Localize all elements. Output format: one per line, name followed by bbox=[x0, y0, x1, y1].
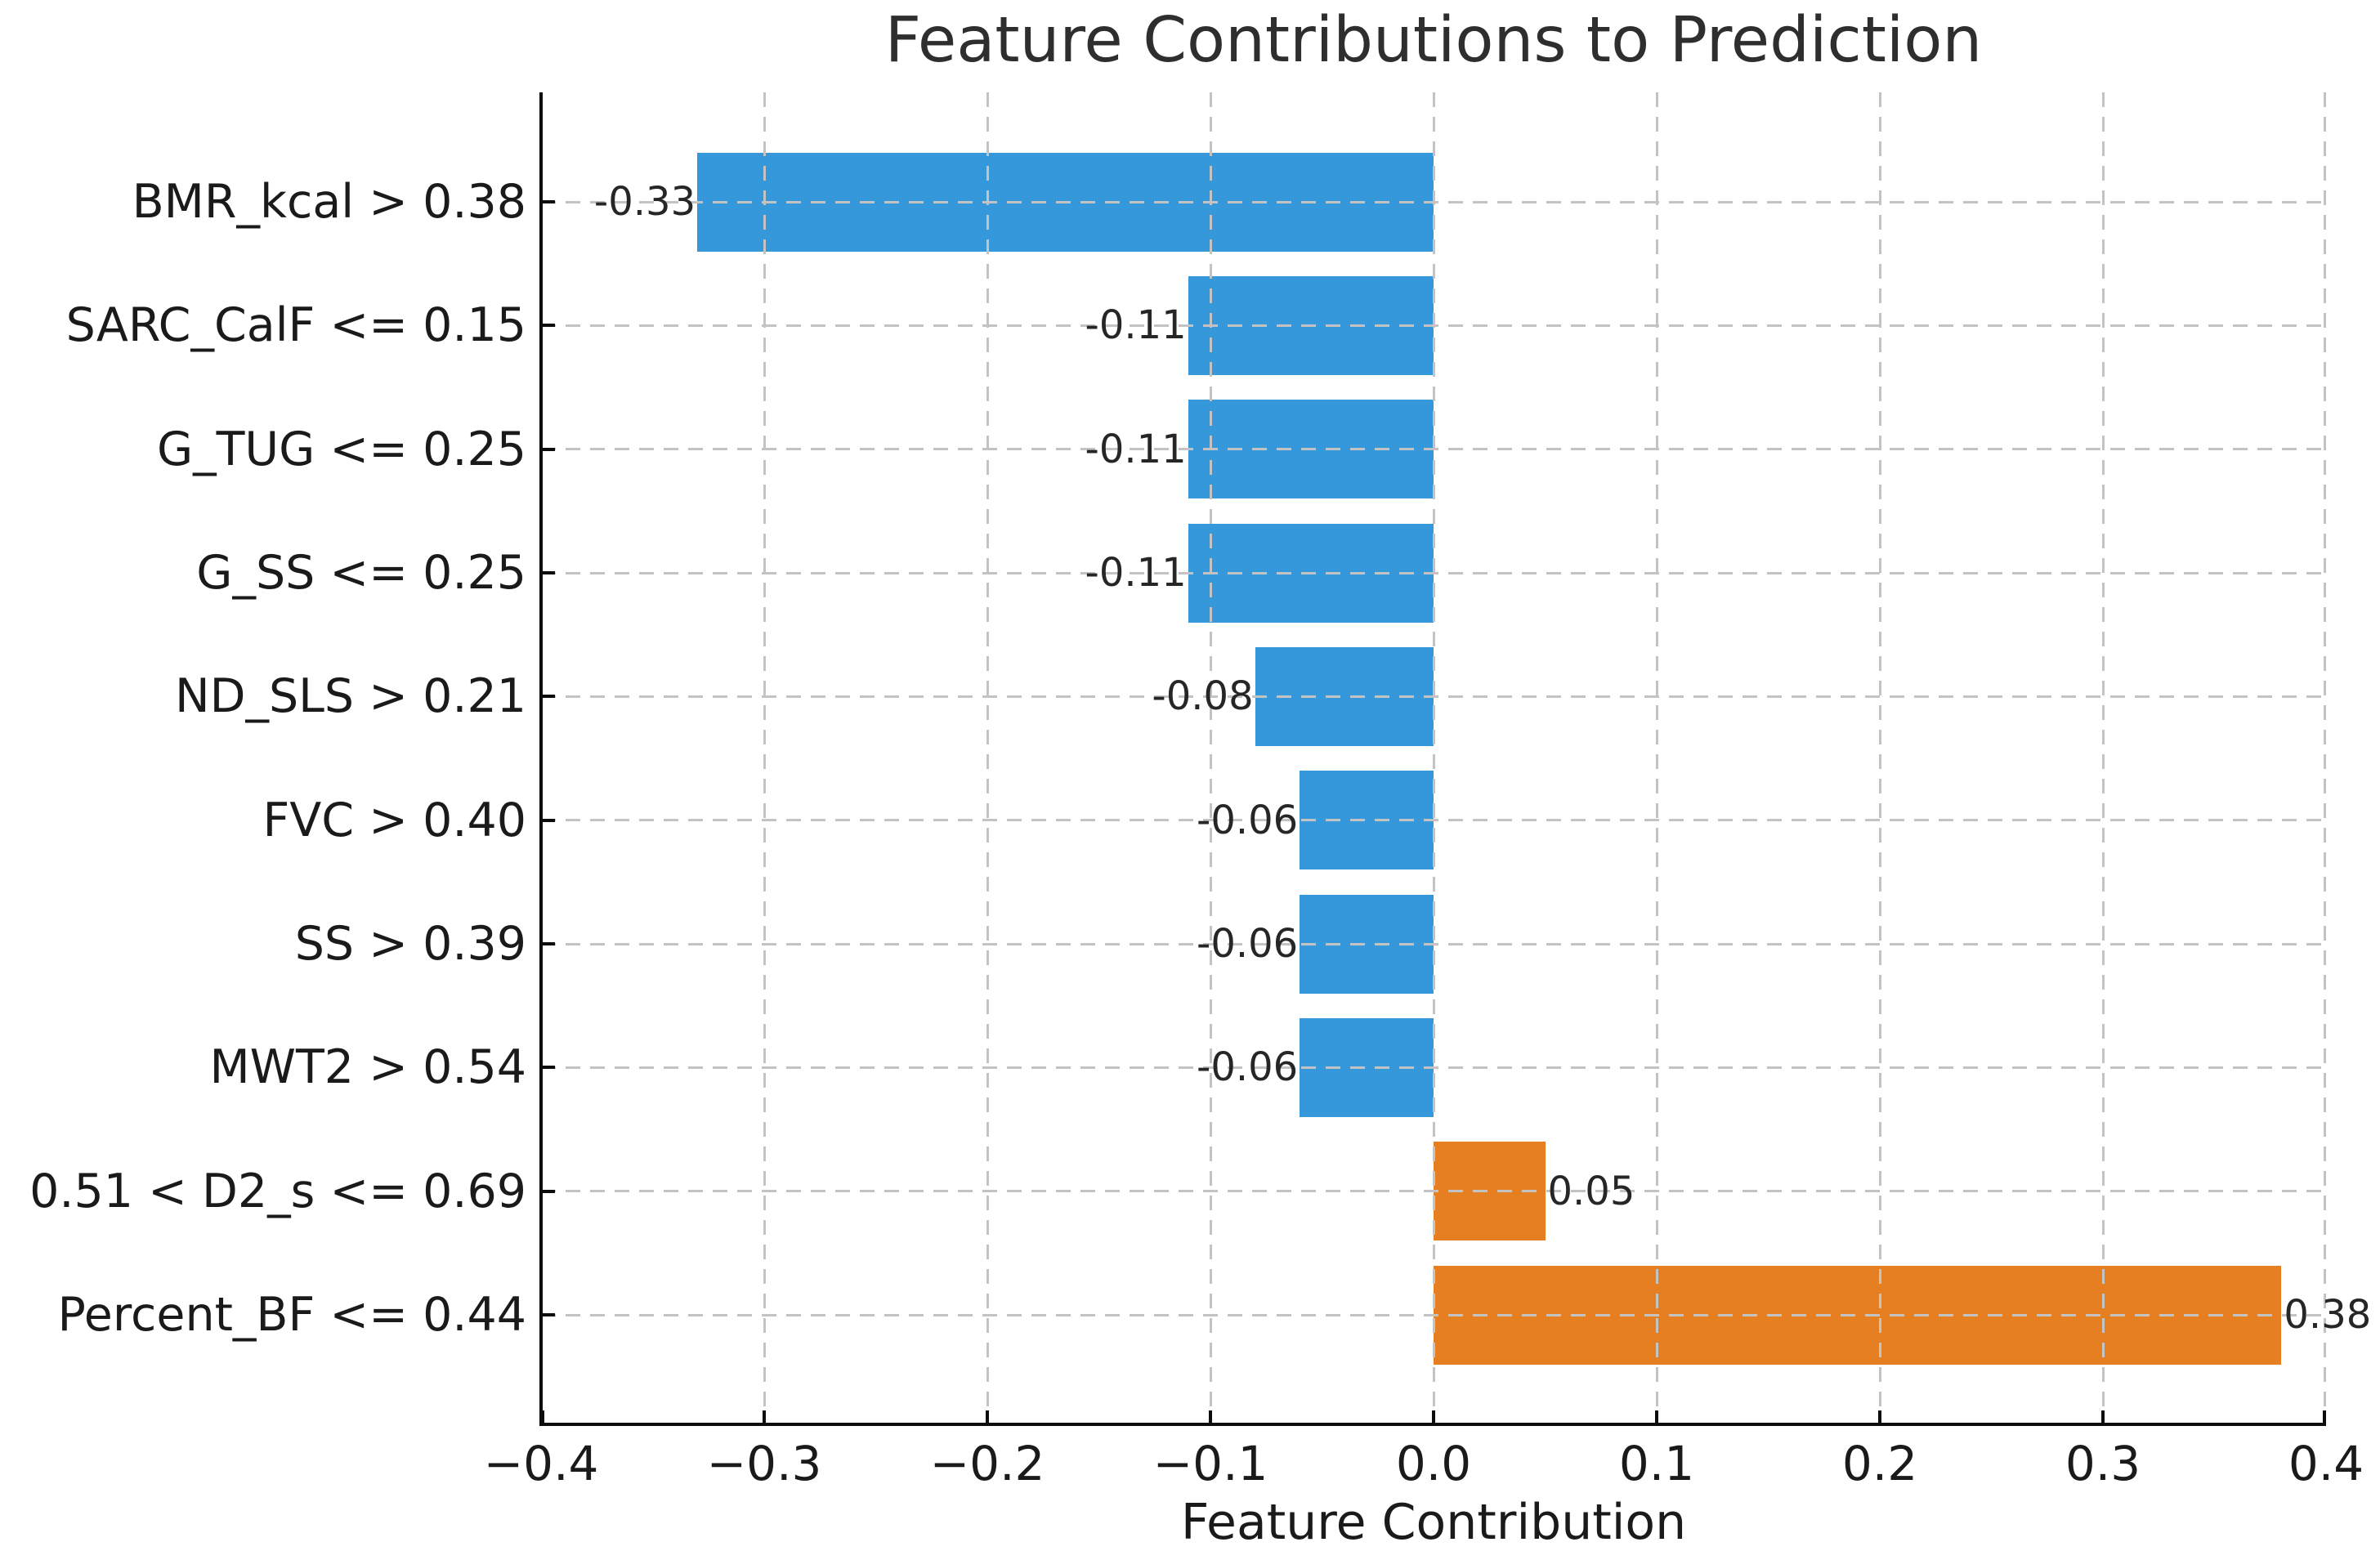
plot-area: -0.33 -0.11 -0.11 -0.11 -0.08 -0.06 -0.06 -0.06… bbox=[539, 92, 2371, 1426]
y-tick bbox=[541, 1066, 555, 1070]
gridline-vertical bbox=[986, 92, 989, 1424]
x-tick-label: 0.3 bbox=[2065, 1436, 2141, 1491]
x-axis-label: Feature Contribution bbox=[1180, 1494, 1687, 1551]
x-tick-label: −0.3 bbox=[706, 1436, 822, 1491]
y-tick bbox=[541, 1313, 555, 1316]
bar-value-label: -0.11 bbox=[1085, 302, 1187, 349]
y-tick-label: 0.51 < D2_s <= 0.69 bbox=[29, 1164, 526, 1218]
x-tick bbox=[1878, 1410, 1881, 1424]
y-tick bbox=[541, 200, 555, 203]
gridline-vertical bbox=[763, 92, 766, 1424]
x-tick bbox=[1432, 1410, 1435, 1424]
gridline-vertical bbox=[2101, 92, 2105, 1424]
gridline-vertical bbox=[1655, 92, 1658, 1424]
x-tick-label: −0.2 bbox=[929, 1436, 1045, 1491]
bar-value-label: 0.05 bbox=[1547, 1168, 1635, 1214]
gridline-vertical bbox=[1878, 92, 1881, 1424]
bar-value-label: -0.33 bbox=[593, 179, 696, 225]
x-tick bbox=[986, 1410, 989, 1424]
x-tick bbox=[763, 1410, 766, 1424]
y-tick-label: MWT2 > 0.54 bbox=[209, 1040, 526, 1095]
x-tick-label: 0.2 bbox=[1841, 1436, 1918, 1491]
y-tick bbox=[541, 942, 555, 945]
y-tick bbox=[541, 818, 555, 822]
x-tick-label: −0.4 bbox=[483, 1436, 599, 1491]
y-axis-spine bbox=[539, 92, 543, 1426]
x-tick-label: 0.1 bbox=[1618, 1436, 1695, 1491]
bar-value-label: -0.06 bbox=[1197, 797, 1299, 843]
x-tick bbox=[1209, 1410, 1212, 1424]
y-tick bbox=[541, 695, 555, 699]
x-tick bbox=[2101, 1410, 2105, 1424]
y-tick-label: SARC_CalF <= 0.15 bbox=[65, 298, 526, 353]
bar-value-label: -0.06 bbox=[1197, 1044, 1299, 1091]
x-tick bbox=[2323, 1410, 2326, 1424]
gridline-vertical bbox=[1432, 92, 1435, 1424]
x-tick-label: 0.4 bbox=[2288, 1436, 2364, 1491]
bar-value-label: -0.11 bbox=[1085, 550, 1187, 596]
y-tick bbox=[541, 571, 555, 574]
y-tick bbox=[541, 447, 555, 451]
y-tick-label: BMR_kcal > 0.38 bbox=[132, 175, 526, 229]
x-tick-label: −0.1 bbox=[1152, 1436, 1268, 1491]
y-tick-label: FVC > 0.40 bbox=[262, 793, 527, 847]
y-tick bbox=[541, 1189, 555, 1193]
y-tick-label: SS > 0.39 bbox=[294, 917, 526, 971]
x-axis-spine bbox=[539, 1423, 2326, 1426]
y-tick-label: G_TUG <= 0.25 bbox=[156, 422, 526, 476]
y-tick-label: G_SS <= 0.25 bbox=[196, 546, 526, 600]
y-tick-label: ND_SLS > 0.21 bbox=[174, 669, 526, 724]
gridline-vertical bbox=[1209, 92, 1212, 1424]
chart-title: Feature Contributions to Prediction bbox=[884, 4, 1983, 77]
x-tick bbox=[541, 1410, 544, 1424]
x-tick-label: 0.0 bbox=[1395, 1436, 1472, 1491]
x-tick bbox=[1655, 1410, 1658, 1424]
y-tick bbox=[541, 324, 555, 328]
bar-value-label: 0.38 bbox=[2284, 1292, 2372, 1338]
bar-value-label: -0.11 bbox=[1085, 426, 1187, 472]
gridline-vertical bbox=[2324, 92, 2326, 1424]
bar-value-label: -0.08 bbox=[1152, 673, 1254, 720]
bar-value-label: -0.06 bbox=[1197, 921, 1299, 967]
y-tick-label: Percent_BF <= 0.44 bbox=[57, 1288, 526, 1342]
